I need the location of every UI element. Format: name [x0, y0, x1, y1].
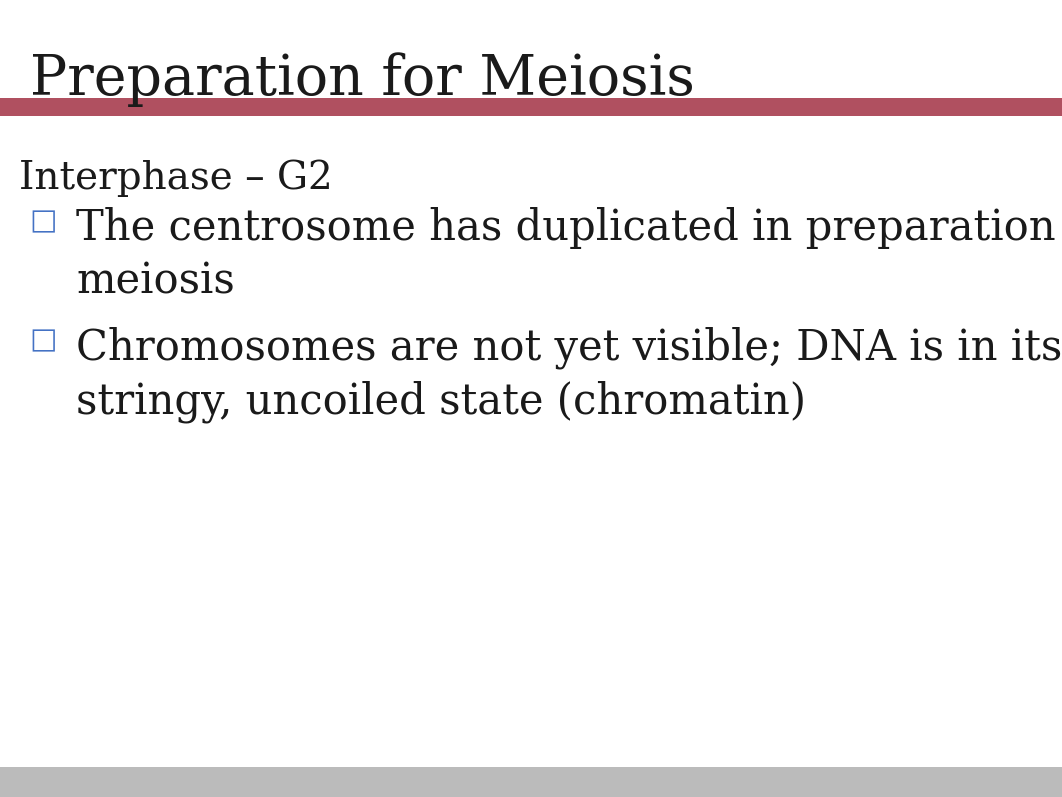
Text: The centrosome has duplicated in preparation for
meiosis: The centrosome has duplicated in prepara…: [76, 207, 1062, 303]
Text: Chromosomes are not yet visible; DNA is in its long,
stringy, uncoiled state (ch: Chromosomes are not yet visible; DNA is …: [76, 327, 1062, 423]
Bar: [0, 98, 1062, 116]
Text: □: □: [30, 327, 57, 355]
Text: Interphase – G2: Interphase – G2: [19, 159, 332, 197]
Text: Preparation for Meiosis: Preparation for Meiosis: [30, 52, 695, 107]
Text: □: □: [30, 207, 57, 235]
Bar: [0, 767, 1062, 797]
